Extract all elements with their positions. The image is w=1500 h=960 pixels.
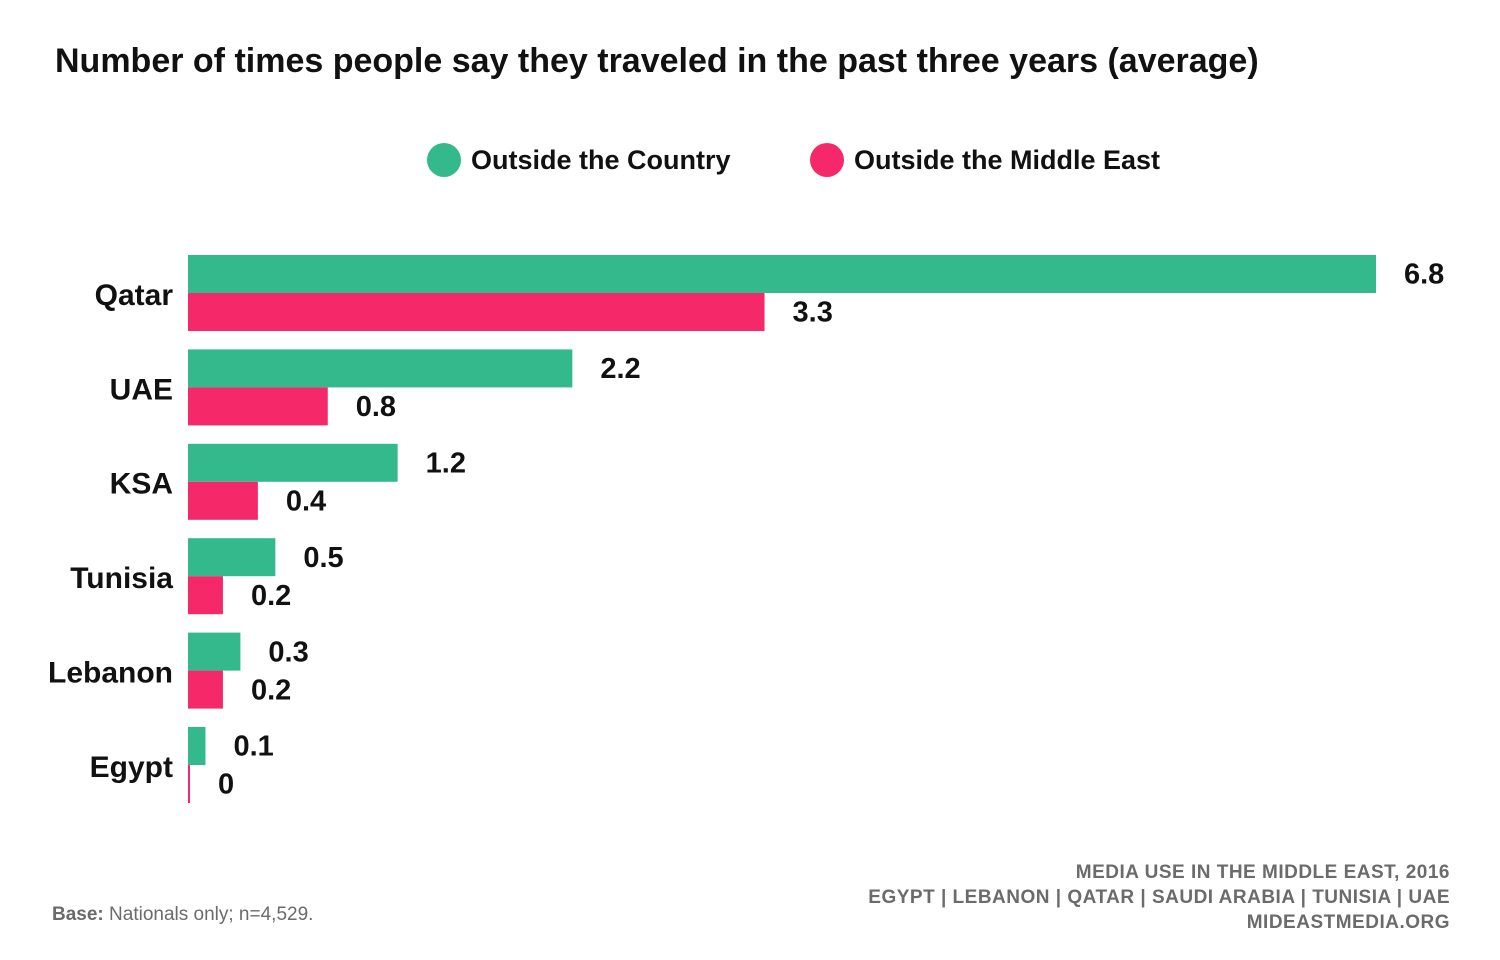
source-line-2: EGYPT | LEBANON | QATAR | SAUDI ARABIA |…: [868, 887, 1450, 908]
bar-tunisia-outside-country: [188, 538, 276, 577]
category-label-egypt: Egypt: [90, 751, 173, 784]
category-label-tunisia: Tunisia: [70, 562, 173, 595]
chart-title: Number of times people say they traveled…: [55, 42, 1259, 80]
bar-egypt-outside-country: [188, 727, 206, 765]
value-label-ksa-outside-country: 1.2: [426, 447, 466, 479]
bar-lebanon-outside-middle-east: [188, 670, 223, 709]
bar-ksa-outside-middle-east: [188, 481, 258, 520]
base-label: Base:: [52, 904, 104, 925]
legend-label-outside-country: Outside the Country: [471, 144, 731, 175]
bar-ksa-outside-country: [188, 443, 398, 482]
value-label-egypt-outside-country: 0.1: [233, 731, 273, 763]
category-label-ksa: KSA: [110, 468, 173, 501]
legend-swatch-outside-middle-east: [810, 143, 844, 177]
category-label-lebanon: Lebanon: [48, 657, 173, 690]
legend-item-outside-country: Outside the Country: [427, 140, 731, 180]
legend: Outside the Country Outside the Middle E…: [0, 140, 1500, 180]
bar-qatar-outside-middle-east: [188, 293, 765, 331]
legend-swatch-outside-country: [427, 143, 461, 177]
bar-uae-outside-middle-east: [188, 387, 328, 426]
value-label-tunisia-outside-country: 0.5: [303, 542, 343, 574]
value-label-egypt-outside-middle-east: 0: [218, 769, 234, 801]
source-line-1: MEDIA USE IN THE MIDDLE EAST, 2016: [1075, 862, 1450, 883]
bar-uae-outside-country: [188, 349, 573, 388]
value-label-uae-outside-middle-east: 0.8: [356, 391, 396, 423]
bar-lebanon-outside-country: [188, 632, 241, 671]
category-label-uae: UAE: [110, 373, 173, 406]
legend-label-outside-middle-east: Outside the Middle East: [854, 144, 1161, 175]
source-line-3: MIDEASTMEDIA.ORG: [1246, 912, 1450, 933]
value-label-uae-outside-country: 2.2: [600, 353, 640, 385]
base-note: Base: Nationals only; n=4,529.: [52, 904, 313, 926]
category-label-qatar: Qatar: [95, 279, 174, 312]
value-label-tunisia-outside-middle-east: 0.2: [251, 580, 291, 612]
bar-egypt-outside-middle-east: [188, 765, 190, 803]
legend-item-outside-middle-east: Outside the Middle East: [810, 140, 1160, 180]
bar-qatar-outside-country: [188, 255, 1376, 293]
base-text: Nationals only; n=4,529.: [103, 904, 314, 925]
value-label-qatar-outside-country: 6.8: [1404, 259, 1444, 291]
source-credit: MEDIA USE IN THE MIDDLE EAST, 2016 EGYPT…: [868, 860, 1450, 935]
value-label-qatar-outside-middle-east: 3.3: [793, 297, 833, 329]
bar-tunisia-outside-middle-east: [188, 576, 223, 615]
value-label-lebanon-outside-middle-east: 0.2: [251, 674, 291, 706]
value-label-lebanon-outside-country: 0.3: [268, 636, 308, 668]
value-label-ksa-outside-middle-east: 0.4: [286, 485, 326, 517]
